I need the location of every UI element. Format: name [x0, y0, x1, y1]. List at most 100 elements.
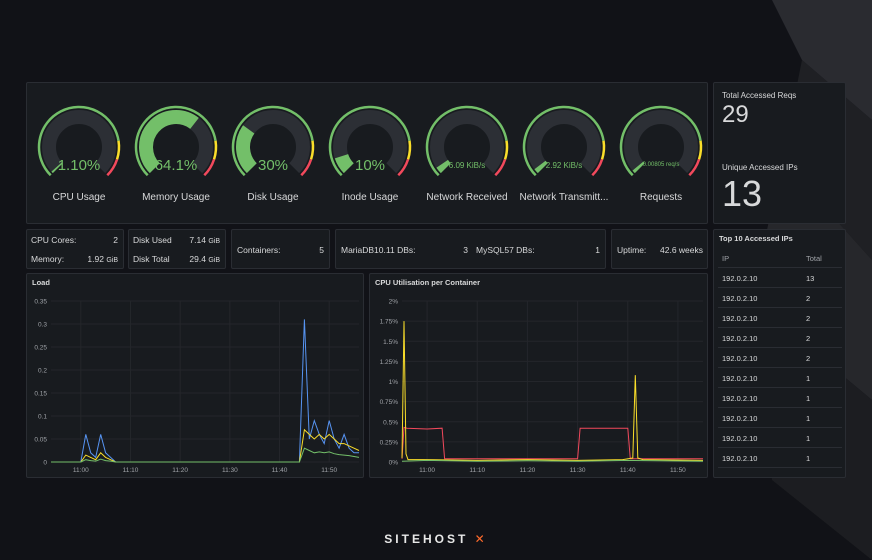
ip-cell: 192.0.2.10 [722, 434, 758, 443]
gauge-label: Disk Usage [247, 192, 299, 203]
series-line-2 [401, 459, 704, 462]
total-cell: 2 [806, 314, 811, 323]
total-cell: 1 [806, 394, 811, 403]
gauge-fill [436, 159, 451, 174]
unique-ips-label: Unique Accessed IPs [722, 163, 798, 172]
gauge-fill [236, 125, 258, 174]
disk-total-unit: GiB [208, 257, 220, 264]
gauge-label: Network Transmitt... [519, 192, 609, 203]
x-tick-label: 11:10 [469, 467, 485, 474]
gauge-arc [619, 105, 703, 177]
total-cell: 13 [806, 274, 815, 283]
gauge-threshold [106, 158, 119, 177]
gauge-threshold [115, 140, 121, 160]
gauges-panel: 1.10% CPU Usage 64.1% Memory Usage 30% Disk U… [26, 82, 708, 224]
brand-mark-icon: ✕ [474, 532, 488, 546]
ip-cell: 192.0.2.10 [722, 394, 758, 403]
memory-value: 1.92 [87, 254, 104, 264]
y-tick-label: 1.25% [380, 359, 399, 366]
gauge-label: Requests [639, 192, 683, 203]
table-row: 192.0.2.10 2 [718, 308, 842, 328]
x-tick-label: 11:50 [321, 467, 337, 474]
gauge-label: Inode Usage [341, 192, 399, 203]
memory-unit: GiB [106, 257, 118, 264]
disk-panel: Disk Used 7.14 GiB Disk Total 29.4 GiB [128, 229, 226, 269]
gauge-0: 1.10% CPU Usage [31, 83, 127, 223]
load-chart: 0 0.05 0.1 0.15 0.2 0.25 0.3 0.35 11:00 11:10 11:2… [34, 299, 360, 474]
disk-used-label: Disk Used [133, 235, 172, 245]
containers-label: Containers: [237, 245, 281, 255]
y-tick-label: 0.75% [380, 399, 399, 406]
table-row: 192.0.2.10 1 [718, 408, 842, 428]
y-tick-label: 0 [43, 460, 47, 467]
y-tick-label: 0.1 [38, 414, 47, 421]
total-cell: 1 [806, 434, 811, 443]
gauge-fill [534, 160, 548, 174]
x-tick-label: 11:30 [570, 467, 586, 474]
ip-cell: 192.0.2.10 [722, 334, 758, 343]
y-tick-label: 2% [389, 299, 399, 306]
memory-value-wrap: 1.92 GiB [87, 254, 118, 264]
gauge-threshold [309, 140, 315, 160]
memory-label: Memory: [31, 254, 65, 264]
x-tick-label: 11:20 [172, 467, 188, 474]
gauge-threshold [203, 158, 216, 177]
gauge-track [42, 110, 116, 174]
x-tick-label: 11:00 [419, 467, 435, 474]
top-ips-title: Top 10 Accessed IPs [719, 234, 793, 243]
table-row: 192.0.2.10 1 [718, 428, 842, 448]
total-cell: 1 [806, 414, 811, 423]
table-row: 192.0.2.10 1 [718, 448, 842, 468]
table-header: IP Total [718, 248, 842, 268]
gauge-threshold [406, 140, 412, 160]
gauge-fill [632, 161, 645, 174]
disk-used-value-wrap: 7.14 GiB [189, 235, 220, 245]
column-header-total[interactable]: Total [806, 254, 822, 263]
cpu-memory-panel: CPU Cores: 2 Memory: 1.92 GiB [26, 229, 124, 269]
series-line-1 [51, 428, 360, 463]
table-row: 192.0.2.10 2 [718, 288, 842, 308]
gauge-threshold [619, 105, 702, 177]
gauge-arc [37, 105, 121, 177]
gauge-threshold [591, 158, 604, 177]
y-tick-label: 0.3 [38, 322, 47, 329]
y-tick-label: 0% [389, 460, 399, 467]
ip-cell: 192.0.2.10 [722, 414, 758, 423]
gauge-threshold [494, 158, 507, 177]
y-tick-label: 1.75% [380, 319, 399, 326]
gauge-value: 6.09 KiB/s [448, 161, 486, 170]
uptime-value: 42.6 weeks [660, 245, 703, 255]
x-tick-label: 11:30 [222, 467, 238, 474]
y-tick-label: 0.5% [383, 419, 398, 426]
gauge-value: 1.10% [57, 157, 101, 174]
gauge-4: 6.09 KiB/s Network Received [419, 83, 515, 223]
y-tick-label: 1% [389, 379, 399, 386]
series-line-0 [51, 319, 359, 463]
cpu-chart: 0% 0.25% 0.5% 0.75% 1% 1.25% 1.5% 1.75% 2% 11:00 1… [380, 299, 704, 474]
column-header-ip[interactable]: IP [722, 254, 730, 263]
total-cell: 2 [806, 334, 811, 343]
gauge-threshold [37, 105, 120, 177]
load-chart-title: Load [32, 278, 50, 287]
gauge-arc [522, 105, 606, 177]
table-row: 192.0.2.10 1 [718, 388, 842, 408]
gauge-label: CPU Usage [52, 192, 106, 203]
ip-cell: 192.0.2.10 [722, 374, 758, 383]
gauge-arc [231, 105, 315, 177]
y-tick-label: 1.5% [383, 339, 398, 346]
gauge-threshold [134, 105, 217, 177]
total-cell: 1 [806, 454, 811, 463]
brand-name: SITEHOST [384, 532, 469, 546]
gauge-fill [139, 110, 199, 174]
gauge-fill [51, 162, 63, 174]
gauge-label: Memory Usage [142, 192, 210, 203]
total-reqs-label: Total Accessed Reqs [722, 91, 797, 100]
gauge-threshold [328, 105, 411, 177]
series-line-1 [401, 321, 704, 461]
gauge-track [527, 110, 601, 174]
table-row: 192.0.2.10 2 [718, 348, 842, 368]
containers-value: 5 [319, 245, 324, 255]
gauge-track [430, 110, 504, 174]
gauge-label: Network Received [426, 192, 508, 203]
x-tick-label: 11:20 [520, 467, 536, 474]
